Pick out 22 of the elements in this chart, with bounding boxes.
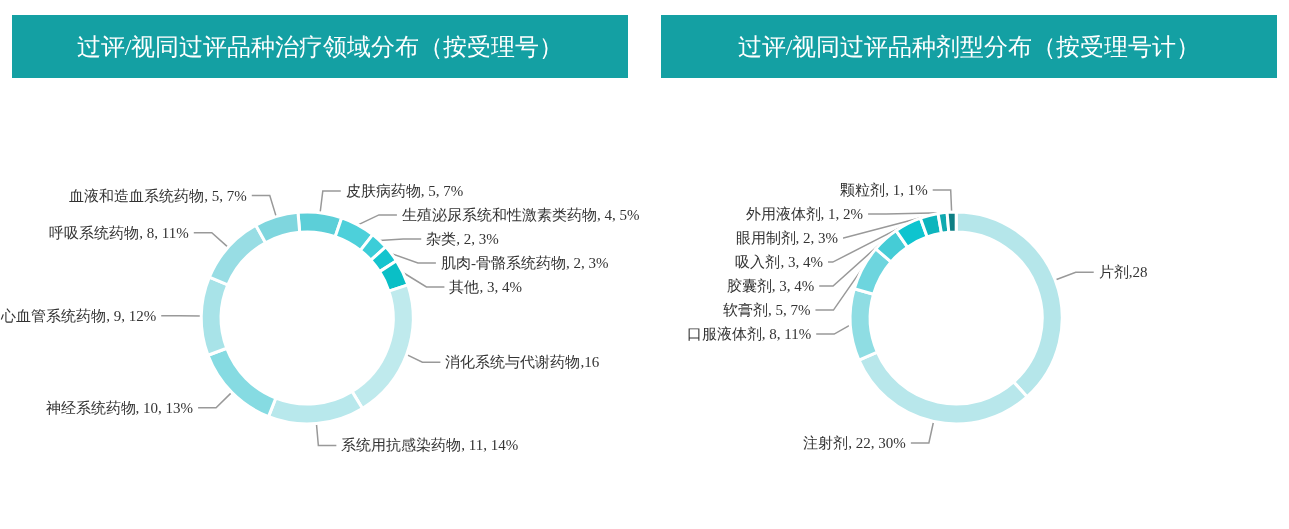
slice-label: 眼用制剂, 2, 3% [735, 230, 839, 247]
slice-label: 外用液体剂, 1, 2% [745, 206, 864, 223]
slice-label: 心血管系统药物, 9, 12% [0, 307, 157, 324]
slice-label: 软膏剂, 5, 7% [722, 302, 811, 319]
slice-label: 颗粒剂, 1, 1% [840, 182, 928, 199]
slice-label: 呼吸系统药物, 8, 11% [49, 224, 189, 241]
slice-label: 注射剂, 22, 30% [803, 435, 906, 452]
slice-label: 血液和造血系统药物, 5, 7% [69, 187, 247, 204]
slice-label: 吸入剂, 3, 4% [735, 254, 823, 271]
slice-label: 皮肤病药物, 5, 7% [345, 182, 464, 199]
slice-label: 其他, 3, 4% [449, 278, 522, 295]
chart-title: 过评/视同过评品种剂型分布（按受理号计） [661, 15, 1277, 78]
slice-label: 片剂,28 [1098, 264, 1148, 281]
slice-label: 系统用抗感染药物, 11, 14% [341, 437, 519, 454]
slice-label: 杂类, 2, 3% [426, 230, 499, 247]
chart-title: 过评/视同过评品种治疗领域分布（按受理号） [12, 15, 628, 78]
slice-label: 肌肉-骨骼系统药物, 2, 3% [440, 254, 609, 271]
slice-label: 消化系统与代谢药物,16 [445, 354, 600, 371]
slice-label: 生殖泌尿系统和性激素类药物, 4, 5% [401, 206, 640, 223]
slice-label: 胶囊剂, 3, 4% [726, 278, 815, 295]
slice-label: 神经系统药物, 10, 13% [45, 399, 194, 416]
slice-label: 口服液体剂, 8, 11% [686, 326, 812, 343]
